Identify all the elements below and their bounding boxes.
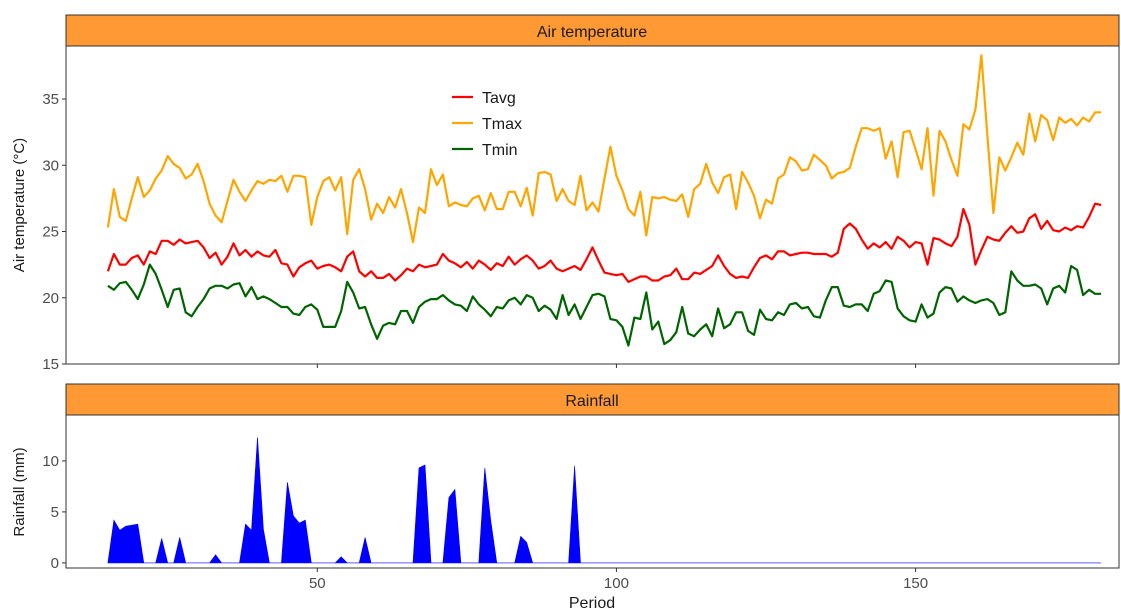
legend-label-tmax: Tmax [482,116,522,133]
rainfall-strip [65,383,1120,416]
series-line-tmax [106,54,1102,244]
temperature-x-ticks [316,364,917,368]
temperature-y-tick-label: 20 [42,290,59,307]
temperature-y-tick-label: 35 [42,91,59,108]
rainfall-y-tick-label: 5 [51,504,59,521]
legend-label-tavg: Tavg [482,90,516,107]
x-tick-label: 50 [309,575,326,592]
rainfall-strip-label: Rainfall [565,393,618,410]
temperature-strip [65,14,1120,47]
series-line-tavg [106,202,1102,283]
temperature-strip-label: Air temperature [537,24,647,41]
series-line-tmin [107,263,1102,347]
legend-label-tmin: Tmin [482,142,518,159]
rainfall-y-tick-label: 10 [42,453,59,470]
rainfall-y-tick-label: 0 [51,555,59,572]
rainfall-plot-border [65,414,1120,569]
rainfall-area-fill [107,437,1102,564]
rainfall-y-axis-title: Rainfall (mm) [11,447,28,536]
temperature-y-axis: 15 20 25 30 35 [42,91,66,373]
temperature-plot-border [65,45,1120,365]
rainfall-panel: Rainfall 0 5 10 50 100 150 Rainfall (mm) Per… [11,383,1120,612]
rainfall-x-axis: 50 100 150 [309,568,928,592]
x-axis-title: Period [569,595,615,612]
temperature-y-tick-label: 30 [42,157,59,174]
x-tick-label: 150 [903,575,928,592]
legend: Tavg Tmax Tmin [452,90,522,159]
rainfall-area [107,437,1102,564]
temperature-y-axis-title: Air temperature (°C) [11,138,28,272]
temperature-y-tick-label: 15 [42,356,59,373]
temperature-lines [106,54,1102,347]
temperature-y-tick-label: 25 [42,224,59,241]
x-tick-label: 100 [604,575,629,592]
rainfall-y-axis: 0 5 10 [42,453,66,572]
